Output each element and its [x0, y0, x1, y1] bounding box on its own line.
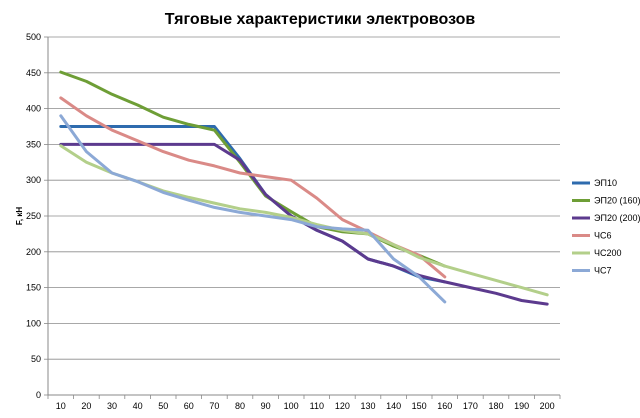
y-tick-labels: 0 50 100 150 200 250 300 350 400 450 500 — [26, 32, 41, 400]
series-line-0 — [59, 125, 447, 284]
y-tick-label: 500 — [26, 32, 41, 42]
x-tick-label: 40 — [133, 401, 143, 411]
y-tick-label: 100 — [26, 318, 41, 328]
x-tick-label: 10 — [56, 401, 66, 411]
y-tick-label: 150 — [26, 283, 41, 293]
chart-title: Тяговые характеристики электровозов — [165, 11, 476, 28]
x-tick-label: 110 — [310, 401, 324, 411]
x-tick-label: 190 — [514, 401, 529, 411]
y-tick-label: 300 — [26, 175, 41, 185]
x-tick-label: 80 — [235, 401, 245, 411]
x-tick-label: 160 — [437, 401, 452, 411]
x-tick-label: 60 — [184, 401, 194, 411]
x-tick-label: 20 — [81, 401, 91, 411]
y-tick-label: 200 — [26, 247, 41, 257]
legend-label-3: ЧС6 — [594, 231, 612, 241]
y-tick-label: 0 — [36, 390, 41, 400]
series-line-1 — [59, 70, 447, 268]
legend: ЭП10 ЭП20 (160) ЭП20 (200) ЧС6 ЧС200 ЧС7 — [572, 178, 640, 276]
x-tick-labels: 10 20 30 40 50 60 70 80 90 100 110 120 130 140 150 160 1… — [56, 401, 555, 411]
series-line-4 — [59, 144, 549, 297]
legend-label-4: ЧС200 — [594, 248, 622, 258]
x-tick-label: 100 — [284, 401, 299, 411]
y-tick-label: 350 — [26, 139, 41, 149]
legend-label-5: ЧС7 — [594, 266, 612, 276]
x-tick-label: 150 — [412, 401, 427, 411]
y-tick-label: 250 — [26, 211, 41, 221]
x-tick-label: 30 — [107, 401, 117, 411]
legend-label-0: ЭП10 — [594, 178, 617, 188]
x-tick-label: 200 — [540, 401, 555, 411]
x-tick-label: 170 — [463, 401, 478, 411]
x-tick-label: 180 — [488, 401, 503, 411]
y-tick-label: 50 — [31, 354, 41, 364]
y-tick-label: 400 — [26, 104, 41, 114]
axes — [44, 36, 561, 399]
x-tick-label: 140 — [386, 401, 401, 411]
x-tick-label: 50 — [158, 401, 168, 411]
x-tick-label: 130 — [360, 401, 375, 411]
series-line-5 — [59, 114, 447, 304]
legend-label-1: ЭП20 (160) — [594, 196, 640, 206]
x-tick-label: 70 — [209, 401, 219, 411]
y-tick-label: 450 — [26, 68, 41, 78]
x-tick-label: 120 — [335, 401, 350, 411]
x-tick-label: 90 — [261, 401, 271, 411]
legend-label-2: ЭП20 (200) — [594, 213, 640, 223]
y-axis-label: F, кН — [15, 207, 24, 225]
series-lines — [59, 70, 549, 306]
gridlines — [48, 36, 560, 360]
